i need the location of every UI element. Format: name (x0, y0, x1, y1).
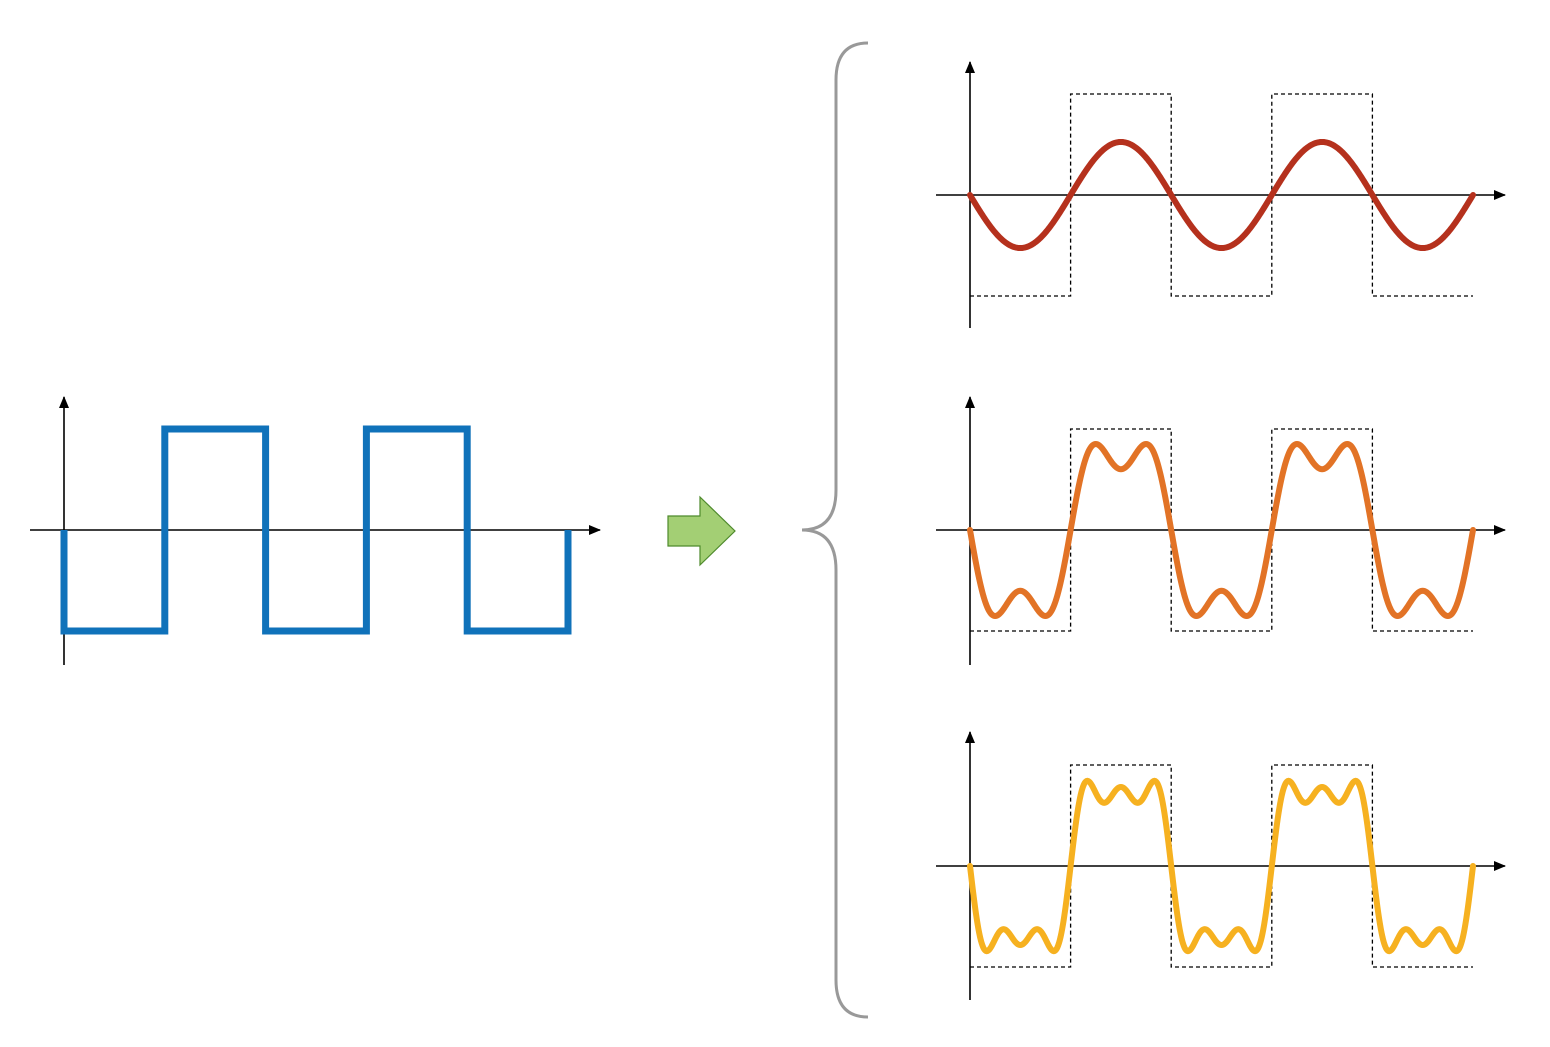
approximation-plot-2 (936, 396, 1506, 665)
fourier-approximation-line (967, 138, 1476, 252)
curly-brace-icon (801, 41, 869, 1019)
fourier-approximation-line (967, 440, 1476, 620)
approximation-plot-1 (936, 61, 1506, 328)
fourier-approximation-line (967, 777, 1476, 955)
square-wave-plot (30, 396, 601, 665)
approximation-plot-3 (936, 731, 1506, 1000)
square-wave-line (60, 425, 572, 635)
right-arrow-icon (667, 495, 736, 567)
